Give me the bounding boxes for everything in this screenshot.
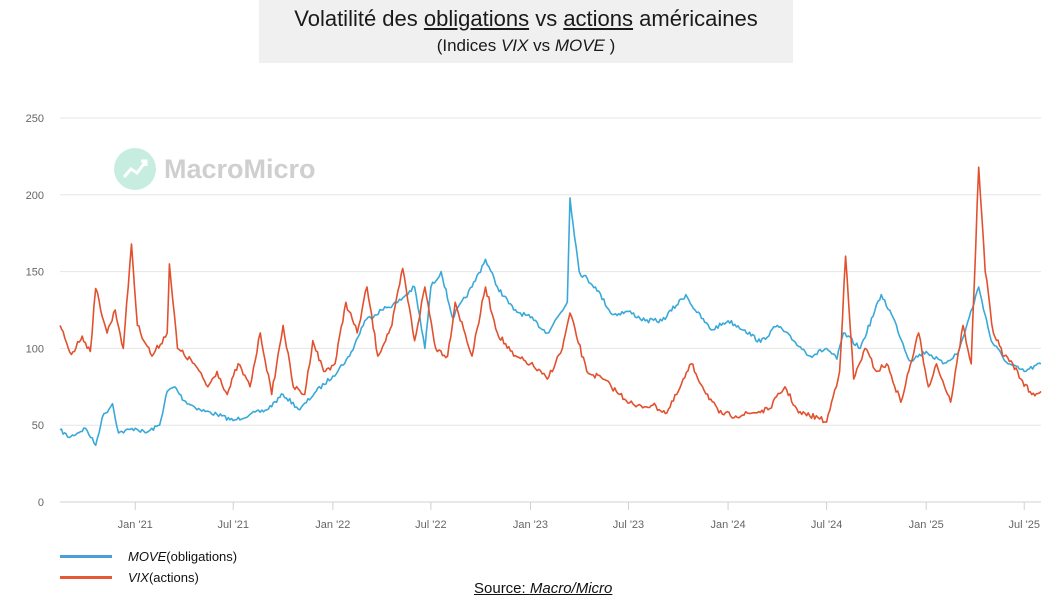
legend-swatch-vix <box>60 576 112 579</box>
axes: 0 50 100 150 200 250 Jan '21 Jul '21 Jan '22 Jul … <box>26 113 1041 531</box>
x-tick-label: Jul '23 <box>613 519 644 531</box>
x-tick-label: Jan '23 <box>513 519 548 531</box>
x-tick-label: Jul '21 <box>218 519 249 531</box>
y-tick-label: 0 <box>38 497 44 509</box>
x-tick-label: Jul '22 <box>415 519 446 531</box>
x-tick-label: Jan '24 <box>711 519 746 531</box>
macromicro-watermark: MacroMicro <box>114 148 316 190</box>
x-tick-label: Jan '21 <box>118 519 153 531</box>
chart-title: Volatilité des obligations vs actions am… <box>294 6 758 31</box>
grid-lines <box>60 117 1041 503</box>
chart-logo-icon <box>114 148 156 190</box>
legend: MOVE (obligations) VIX (actions) <box>60 546 237 588</box>
y-tick-label: 50 <box>32 420 44 432</box>
line-chart: 0 50 100 150 200 250 Jan '21 Jul '21 Jan '22 Jul … <box>26 113 1042 531</box>
y-tick-label: 100 <box>26 343 44 355</box>
y-tick-label: 150 <box>26 267 44 279</box>
legend-item-move: MOVE (obligations) <box>60 546 237 567</box>
watermark-text: MacroMicro <box>164 153 316 184</box>
y-tick-label: 200 <box>26 190 44 202</box>
x-tick-label: Jan '25 <box>909 519 944 531</box>
chart-title-box: Volatilité des obligations vs actions am… <box>259 0 793 63</box>
series-line-move <box>59 197 1042 447</box>
x-tick-label: Jul '24 <box>811 519 842 531</box>
x-tick-label: Jan '22 <box>315 519 350 531</box>
legend-swatch-move <box>60 555 112 558</box>
chart-subtitle: (Indices VIX vs MOVE ) <box>436 36 616 55</box>
legend-item-vix: VIX (actions) <box>60 567 237 588</box>
y-tick-label: 250 <box>26 113 44 125</box>
series-line-vix <box>59 166 1042 424</box>
x-tick-label: Jul '25 <box>1008 519 1039 531</box>
series-lines <box>59 166 1042 447</box>
source-note: Source: Macro/Micro <box>474 580 613 597</box>
